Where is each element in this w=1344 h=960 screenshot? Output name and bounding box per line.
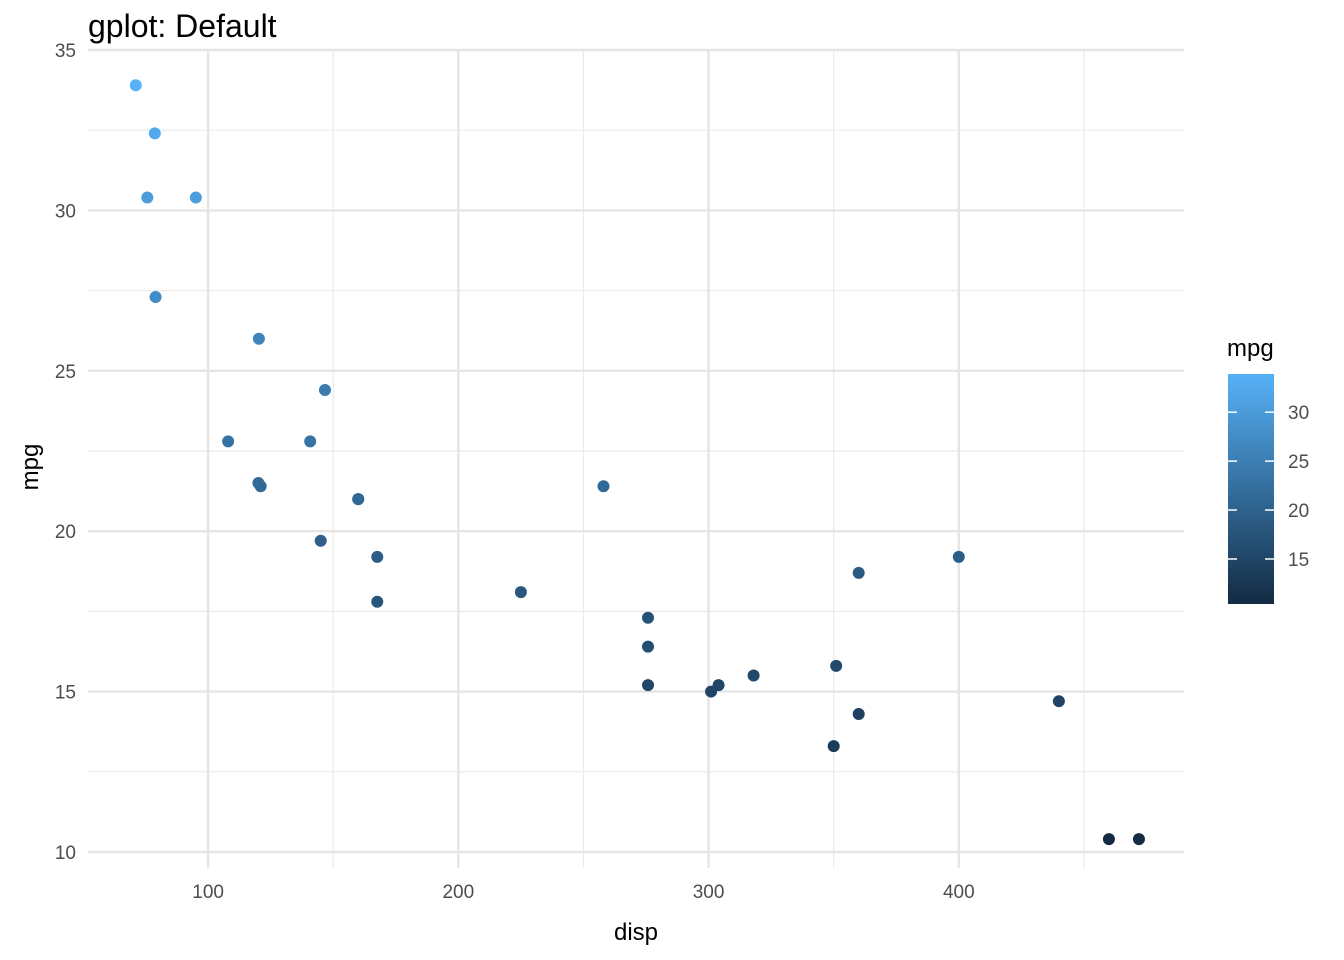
data-point (514, 586, 527, 599)
legend-tick-label: 25 (1288, 452, 1309, 473)
data-point (254, 480, 267, 493)
y-axis-ticks: 10 15 20 25 30 35 (55, 41, 76, 864)
data-point (642, 640, 655, 653)
data-point (371, 595, 384, 608)
legend-colorbar (1228, 374, 1274, 604)
data-point (304, 435, 317, 448)
legend-title: mpg (1227, 335, 1274, 362)
data-point (318, 384, 331, 397)
data-point (1052, 695, 1065, 708)
data-point (141, 191, 154, 204)
data-point (827, 740, 840, 753)
x-tick-label: 200 (442, 882, 474, 903)
data-point (352, 493, 365, 506)
data-point (852, 708, 865, 721)
data-point (830, 659, 843, 672)
legend-tick-label: 20 (1288, 501, 1309, 522)
y-tick-label: 25 (55, 362, 76, 383)
minor-gridlines (88, 50, 1184, 868)
data-point (222, 435, 235, 448)
data-point (371, 550, 384, 563)
data-point (642, 679, 655, 692)
data-point (129, 79, 142, 92)
data-point (149, 291, 162, 304)
color-legend: mpg 15 20 25 30 (1227, 335, 1309, 604)
data-point (852, 566, 865, 579)
data-point (252, 332, 265, 345)
y-axis-title: mpg (17, 444, 44, 491)
y-tick-label: 15 (55, 683, 76, 704)
y-tick-label: 10 (55, 843, 76, 864)
data-point (597, 480, 610, 493)
x-axis-ticks: 100 200 300 400 (192, 882, 974, 903)
data-points (129, 79, 1145, 846)
major-gridlines (88, 48, 1184, 868)
chart-title: gplot: Default (88, 8, 277, 44)
legend-tick-label: 30 (1288, 403, 1309, 424)
x-axis-title: disp (614, 919, 658, 946)
legend-ticks: 15 20 25 30 (1228, 403, 1309, 571)
data-point (148, 127, 161, 140)
data-point (1102, 833, 1115, 846)
x-tick-label: 300 (693, 882, 725, 903)
data-point (314, 534, 327, 547)
y-tick-label: 35 (55, 41, 76, 62)
data-point (642, 611, 655, 624)
data-point (747, 669, 760, 682)
data-point (189, 191, 202, 204)
legend-tick-label: 15 (1288, 550, 1309, 571)
y-tick-label: 20 (55, 522, 76, 543)
data-point (705, 685, 718, 698)
x-tick-label: 400 (943, 882, 975, 903)
data-point (952, 550, 965, 563)
y-tick-label: 30 (55, 201, 76, 222)
data-point (1132, 833, 1145, 846)
x-tick-label: 100 (192, 882, 224, 903)
